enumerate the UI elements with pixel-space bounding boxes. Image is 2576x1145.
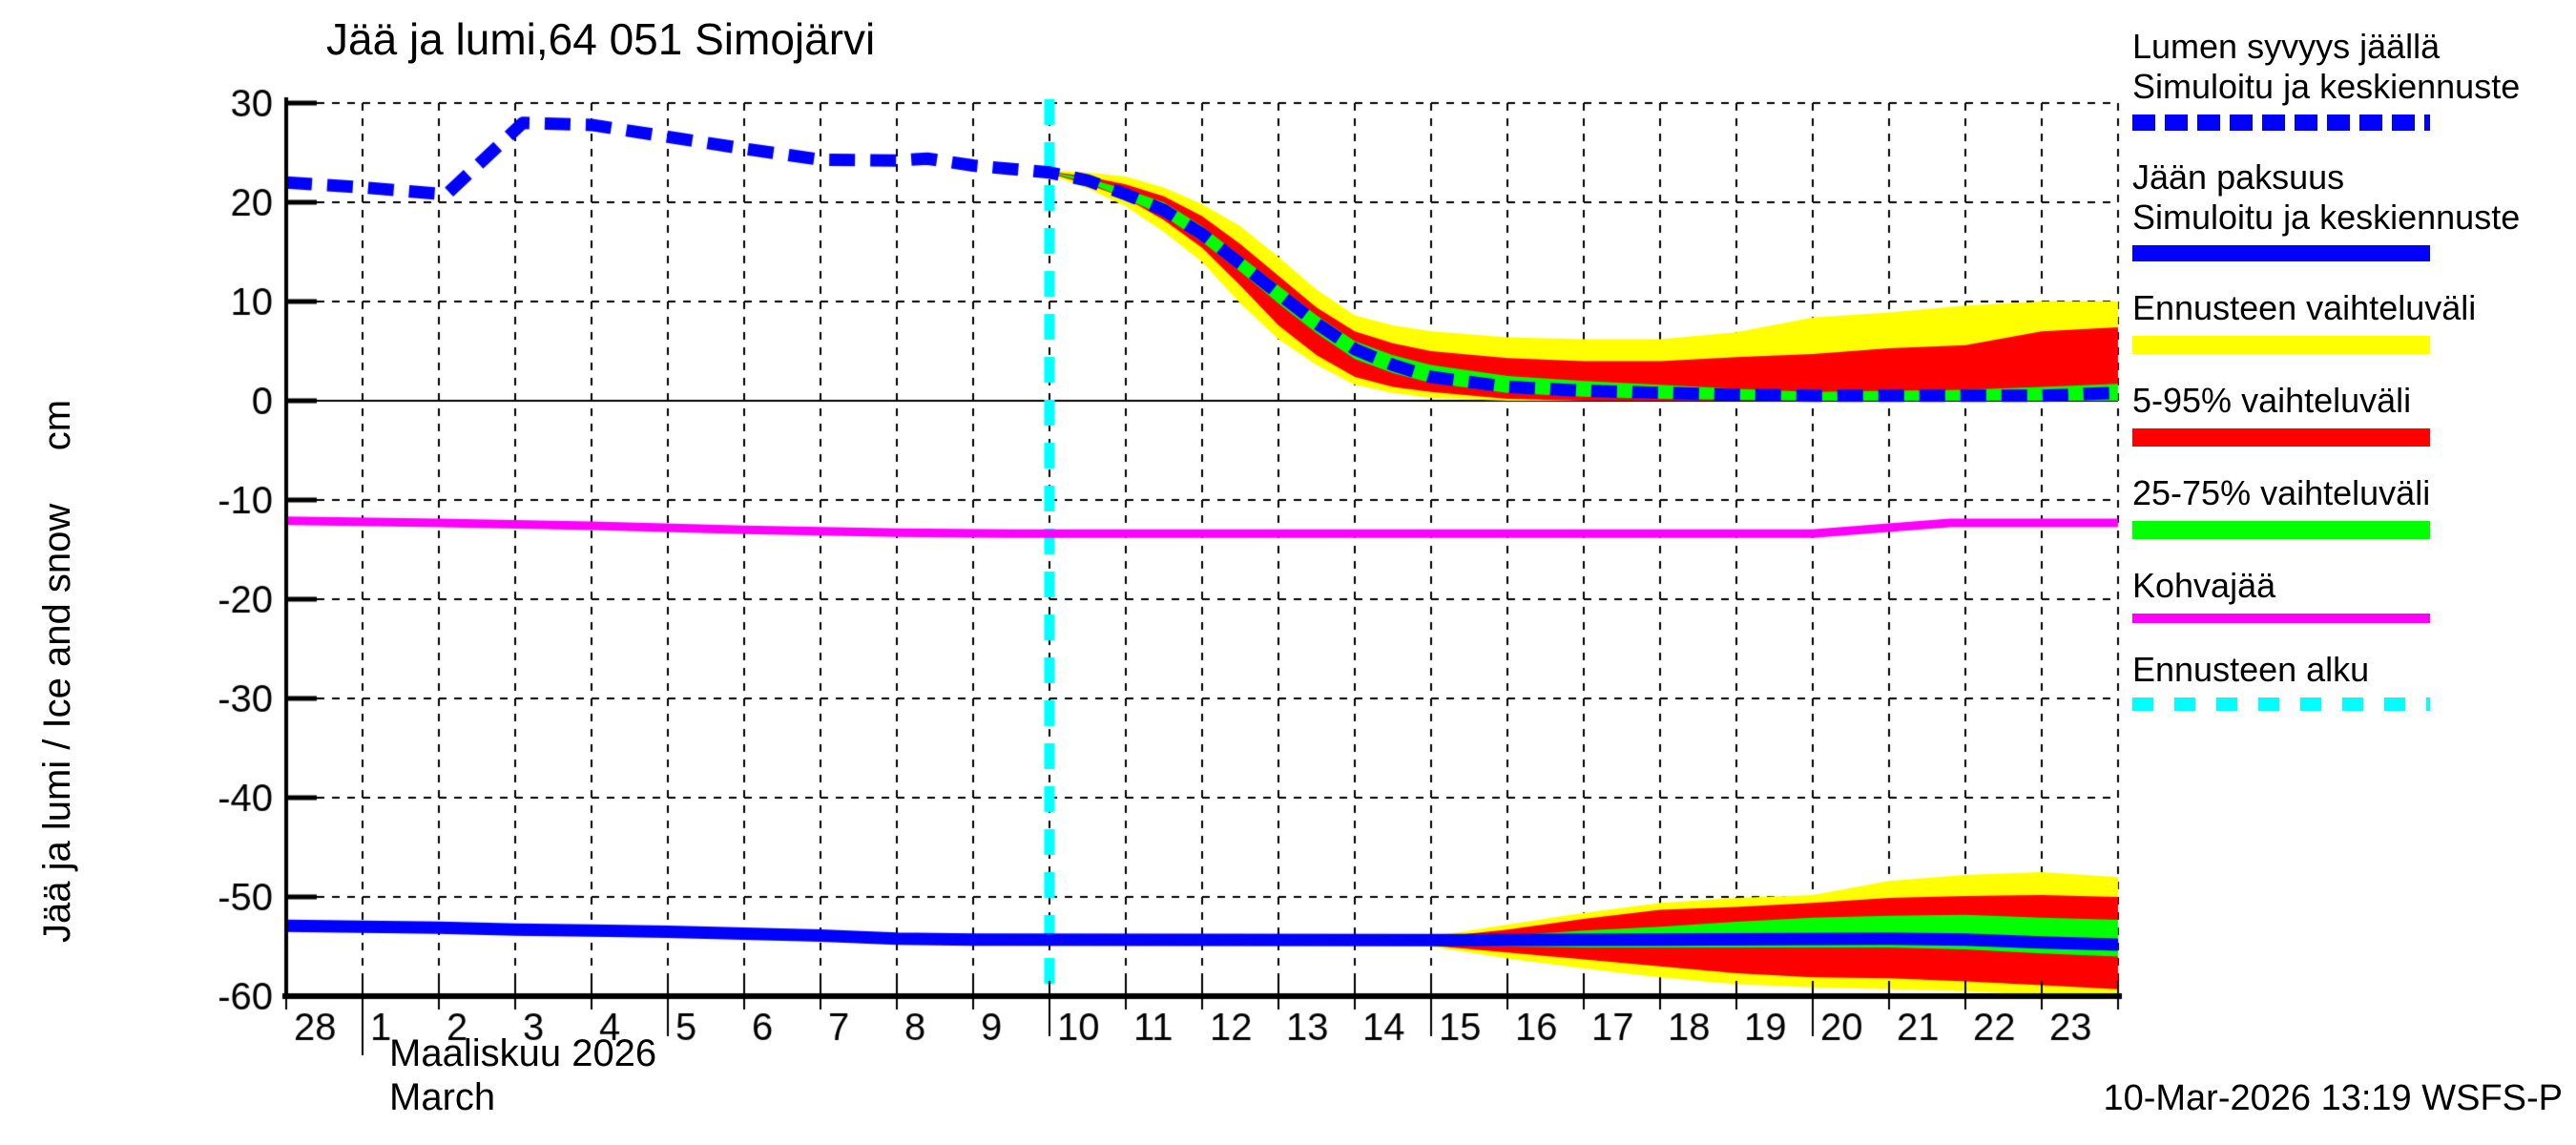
legend-sample-magenta-line	[2132, 614, 2430, 623]
y-axis-label: Jää ja lumi / Ice and snow cm	[36, 399, 78, 943]
legend-item-kohvajaa: Kohvajää	[2132, 566, 2571, 623]
legend-label: Ennusteen vaihteluväli	[2132, 288, 2477, 327]
legend-item-forecast-start: Ennusteen alku	[2132, 650, 2571, 711]
legend-item-25-75-range: 25-75% vaihteluväli	[2132, 473, 2571, 539]
legend-label: Jään paksuus	[2132, 157, 2345, 197]
legend-sample-dashed-cyan-line	[2132, 697, 2430, 711]
legend-sample-dashed-blue-line	[2132, 114, 2430, 131]
legend-label: Lumen syvyys jäällä	[2132, 27, 2441, 66]
legend-sample-green-band	[2132, 521, 2430, 539]
legend-label: 25-75% vaihteluväli	[2132, 473, 2431, 512]
legend-sample-solid-blue-line	[2132, 245, 2430, 261]
legend-item-ice-thickness: Jään paksuus Simuloitu ja keskiennuste	[2132, 157, 2571, 261]
legend-sample-red-band	[2132, 428, 2430, 447]
legend-label: 5-95% vaihteluväli	[2132, 381, 2412, 420]
legend-item-snow-depth: Lumen syvyys jäällä Simuloitu ja keskien…	[2132, 27, 2571, 131]
legend-label: Ennusteen alku	[2132, 650, 2370, 689]
legend-label: Kohvajää	[2132, 566, 2276, 605]
x-axis-month-label-fi: Maaliskuu 2026	[389, 1032, 657, 1074]
legend-item-forecast-range: Ennusteen vaihteluväli	[2132, 288, 2571, 354]
legend-item-5-95-range: 5-95% vaihteluväli	[2132, 381, 2571, 447]
legend-label: Simuloitu ja keskiennuste	[2132, 198, 2521, 237]
legend-label: Simuloitu ja keskiennuste	[2132, 67, 2521, 106]
chart-title: Jää ja lumi,64 051 Simojärvi	[326, 14, 876, 64]
x-axis-month-label-en: March	[389, 1076, 496, 1118]
legend: Lumen syvyys jäällä Simuloitu ja keskien…	[2132, 27, 2571, 738]
timestamp: 10-Mar-2026 13:19 WSFS-P	[2103, 1078, 2563, 1118]
legend-sample-yellow-band	[2132, 336, 2430, 354]
